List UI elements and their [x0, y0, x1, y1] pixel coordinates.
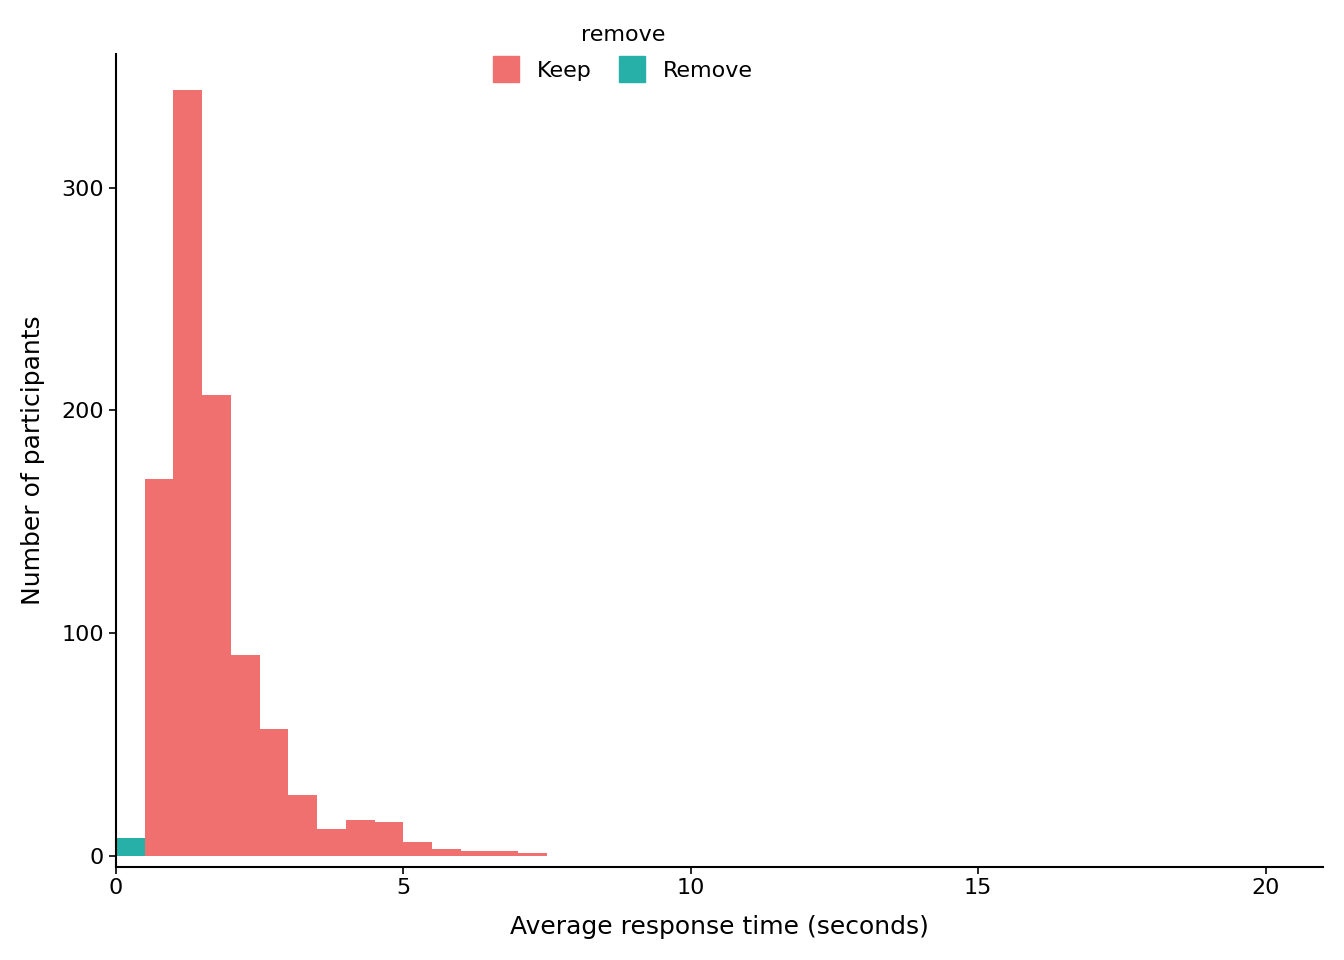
Bar	[375, 822, 403, 855]
Bar	[345, 820, 375, 855]
Bar	[289, 796, 317, 855]
X-axis label: Average response time (seconds): Average response time (seconds)	[511, 915, 929, 939]
Bar	[403, 842, 433, 855]
Bar	[231, 655, 259, 855]
Bar	[461, 852, 489, 855]
Bar	[259, 729, 289, 855]
Bar	[202, 395, 231, 855]
Y-axis label: Number of participants: Number of participants	[22, 316, 44, 605]
Bar	[317, 828, 345, 855]
Bar	[519, 853, 547, 855]
Bar	[433, 849, 461, 855]
Bar	[116, 838, 145, 855]
Bar	[173, 89, 202, 855]
Bar	[489, 852, 519, 855]
Legend: Keep, Remove: Keep, Remove	[484, 16, 762, 91]
Bar	[145, 479, 173, 855]
